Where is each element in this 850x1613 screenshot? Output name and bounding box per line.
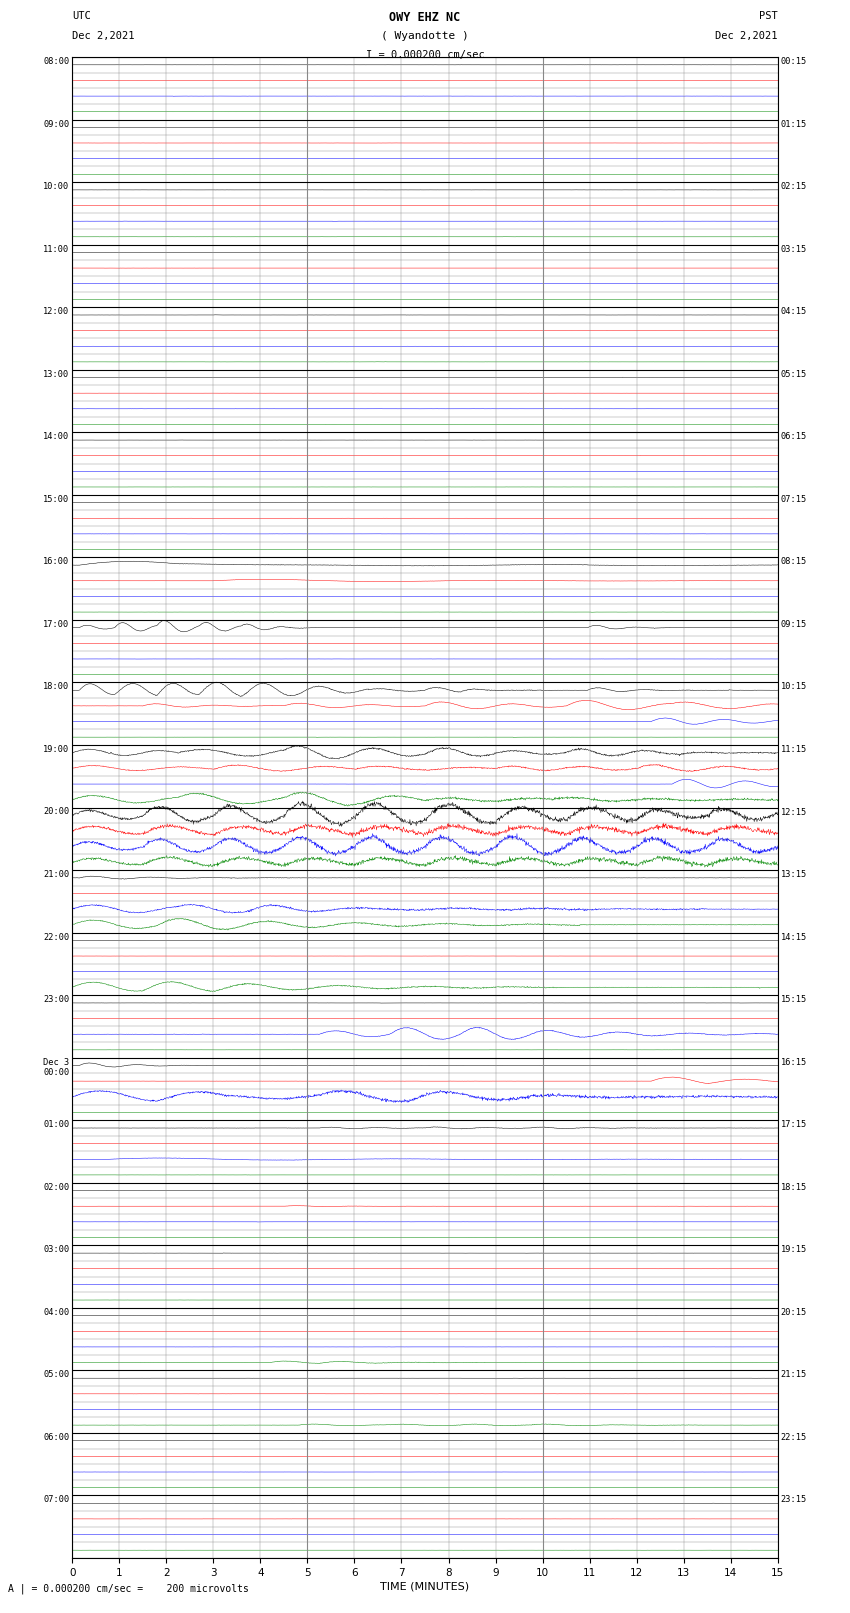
Text: UTC: UTC: [72, 11, 91, 21]
Text: PST: PST: [759, 11, 778, 21]
Text: ( Wyandotte ): ( Wyandotte ): [381, 31, 469, 42]
Text: I = 0.000200 cm/sec: I = 0.000200 cm/sec: [366, 50, 484, 60]
Text: OWY EHZ NC: OWY EHZ NC: [389, 11, 461, 24]
Text: Dec 2,2021: Dec 2,2021: [715, 31, 778, 42]
Text: A | = 0.000200 cm/sec =    200 microvolts: A | = 0.000200 cm/sec = 200 microvolts: [8, 1584, 249, 1594]
Text: Dec 2,2021: Dec 2,2021: [72, 31, 135, 42]
X-axis label: TIME (MINUTES): TIME (MINUTES): [381, 1582, 469, 1592]
